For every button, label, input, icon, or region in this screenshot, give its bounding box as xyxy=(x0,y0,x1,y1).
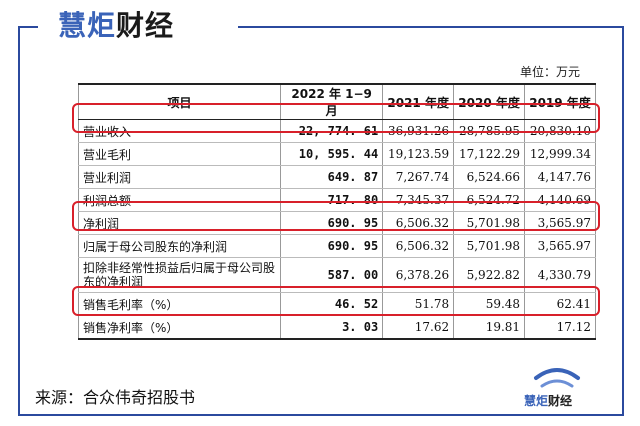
cell-value: 649. 87 xyxy=(280,165,384,189)
wave-logo-icon xyxy=(534,368,580,388)
cell-value: 12,999.34 xyxy=(524,142,596,166)
cell-value: 4,140.69 xyxy=(524,188,596,212)
cell-value: 3. 03 xyxy=(280,315,384,340)
highlight-box-gross-margin xyxy=(72,286,600,316)
source-caption: 来源：合众伟奇招股书 xyxy=(35,388,196,407)
column-header: 2019 年度 xyxy=(524,83,596,120)
brand-title: 慧炬财经 xyxy=(58,4,174,44)
cell-value: 4,147.76 xyxy=(524,165,596,189)
highlight-box-net-profit xyxy=(72,201,600,231)
brand-part2: 财经 xyxy=(116,9,175,42)
table-header-row: 项目 2022 年 1−9 月 2021 年度 2020 年度 2019 年度 xyxy=(77,83,596,120)
column-header: 2020 年度 xyxy=(453,83,526,120)
row-label: 利润总额 xyxy=(77,188,282,212)
cell-value: 7,267.74 xyxy=(382,165,455,189)
cell-value: 62.41 xyxy=(524,292,596,316)
cell-value: 6,524.66 xyxy=(453,165,526,189)
logo-part1: 慧炬 xyxy=(524,394,549,408)
outer-frame xyxy=(18,26,624,416)
cell-value: 690. 95 xyxy=(280,234,384,258)
table-row: 营业毛利 10, 595. 44 19,123.59 17,122.29 12,… xyxy=(77,142,596,166)
cell-value: 51.78 xyxy=(382,292,455,316)
cell-value: 17.62 xyxy=(382,315,455,340)
cell-value: 10, 595. 44 xyxy=(280,142,384,166)
row-label: 营业利润 xyxy=(77,165,282,189)
table-row: 销售净利率（%） 3. 03 17.62 19.81 17.12 xyxy=(77,315,596,340)
column-header: 2022 年 1−9 月 xyxy=(280,83,384,120)
row-label: 营业毛利 xyxy=(77,142,282,166)
table-row: 利润总额 717. 80 7,345.37 6,524.72 4,140.69 xyxy=(77,188,596,212)
financial-table: 项目 2022 年 1−9 月 2021 年度 2020 年度 2019 年度 … xyxy=(77,83,596,340)
row-label: 销售净利率（%） xyxy=(77,315,282,340)
cell-value: 19,123.59 xyxy=(382,142,455,166)
cell-value: 7,345.37 xyxy=(382,188,455,212)
table-row: 营业利润 649. 87 7,267.74 6,524.66 4,147.76 xyxy=(77,165,596,189)
cell-value: 17,122.29 xyxy=(453,142,526,166)
column-header: 项目 xyxy=(77,83,282,120)
highlight-box-revenue xyxy=(72,103,600,133)
table-row: 销售毛利率（%） 46. 52 51.78 59.48 62.41 xyxy=(77,292,596,316)
logo-text: 慧炬财经 xyxy=(524,392,572,409)
logo-part2: 财经 xyxy=(548,394,573,408)
brand-part1: 慧炬 xyxy=(58,9,117,42)
cell-value: 3,565.97 xyxy=(524,234,596,258)
cell-value: 5,701.98 xyxy=(453,234,526,258)
table-row: 归属于母公司股东的净利润 690. 95 6,506.32 5,701.98 3… xyxy=(77,234,596,258)
cell-value: 19.81 xyxy=(453,315,526,340)
frame-gap xyxy=(38,18,238,34)
column-header: 2021 年度 xyxy=(382,83,455,120)
cell-value: 17.12 xyxy=(524,315,596,340)
cell-value: 717. 80 xyxy=(280,188,384,212)
unit-label: 单位：万元 xyxy=(520,65,581,79)
cell-value: 6,524.72 xyxy=(453,188,526,212)
cell-value: 6,506.32 xyxy=(382,234,455,258)
row-label: 归属于母公司股东的净利润 xyxy=(77,234,282,258)
